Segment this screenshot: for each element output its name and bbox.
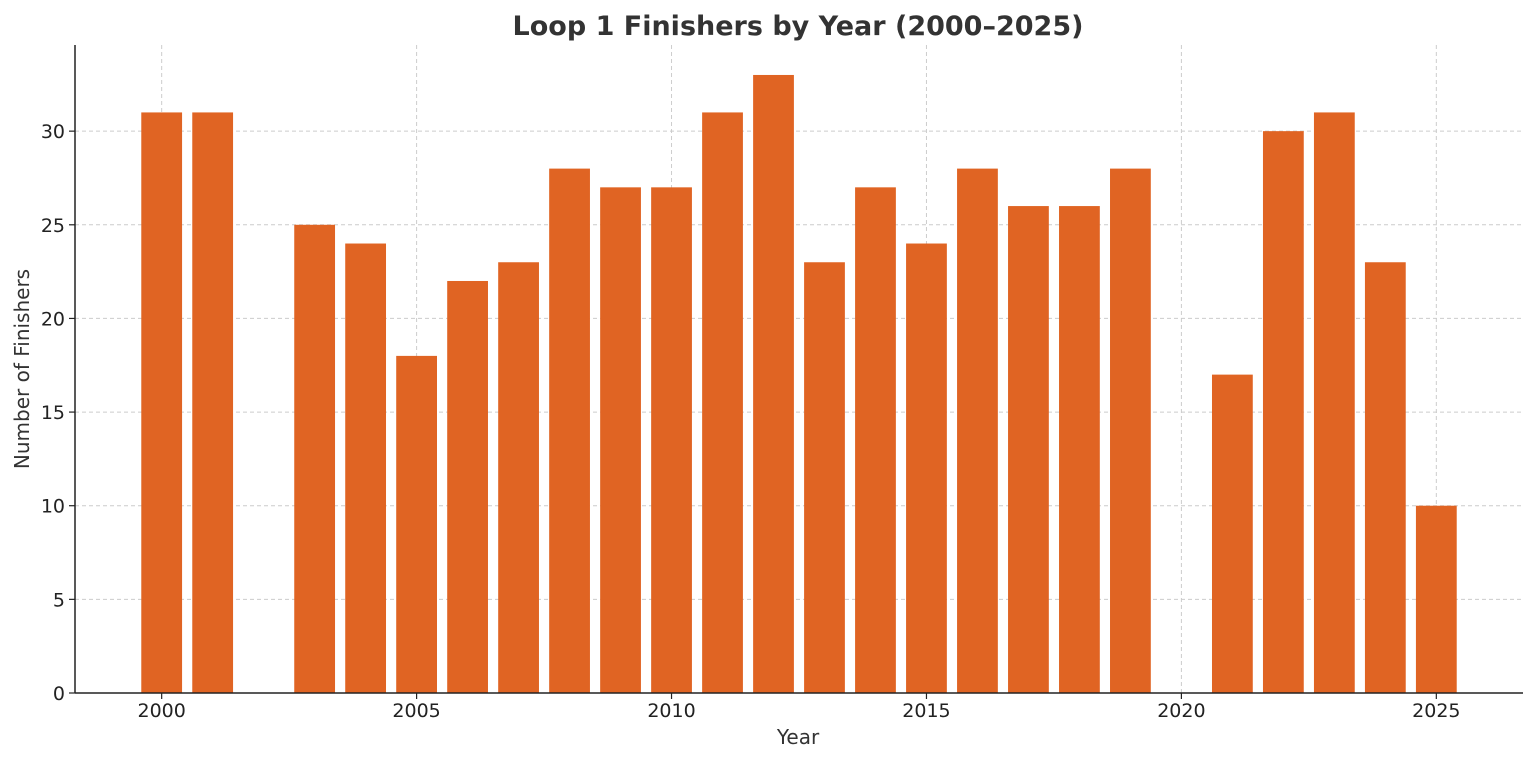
bar-2009: [600, 187, 641, 693]
bar-2007: [498, 262, 539, 693]
bar-2021: [1211, 374, 1253, 693]
bar-2005: [396, 355, 437, 693]
y-tick-label: 10: [41, 496, 65, 518]
bar-2003: [294, 224, 336, 693]
x-tick-label: 2020: [1157, 700, 1205, 722]
bar-2016: [957, 168, 998, 693]
x-tick-label: 2000: [137, 700, 185, 722]
bar-2010: [651, 187, 692, 693]
x-tick-label: 2015: [902, 700, 950, 722]
bar-2025: [1415, 505, 1457, 693]
bar-2022: [1262, 131, 1304, 694]
y-tick-label: 20: [41, 308, 65, 330]
axes-layer: [74, 45, 1523, 694]
x-axis-label: Year: [776, 725, 820, 749]
bar-2004: [345, 243, 387, 693]
bar-2019: [1110, 168, 1151, 693]
bar-2013: [804, 262, 845, 693]
bars-layer: [141, 74, 1457, 694]
bar-2001: [192, 112, 234, 693]
bar-2015: [906, 243, 947, 693]
bar-2014: [855, 187, 896, 693]
bar-2023: [1313, 112, 1355, 693]
y-tick-label: 25: [41, 215, 65, 237]
y-axis-label: Number of Finishers: [10, 269, 34, 469]
bar-2018: [1059, 206, 1100, 693]
bar-2008: [549, 168, 590, 693]
x-tick-label: 2005: [392, 700, 440, 722]
bar-2012: [753, 74, 794, 693]
bar-2024: [1364, 262, 1406, 693]
bar-2017: [1008, 206, 1049, 693]
y-tick-label: 0: [53, 683, 65, 705]
y-tick-label: 15: [41, 402, 65, 424]
bar-2006: [447, 280, 488, 693]
x-tick-label: 2025: [1412, 700, 1460, 722]
y-tick-label: 30: [41, 121, 65, 143]
bar-2000: [141, 112, 183, 693]
x-tick-label: 2010: [647, 700, 695, 722]
grid-layer: [75, 45, 1523, 694]
chart-title: Loop 1 Finishers by Year (2000–2025): [513, 11, 1084, 42]
bar-2011: [702, 112, 743, 693]
y-tick-label: 5: [53, 589, 65, 611]
